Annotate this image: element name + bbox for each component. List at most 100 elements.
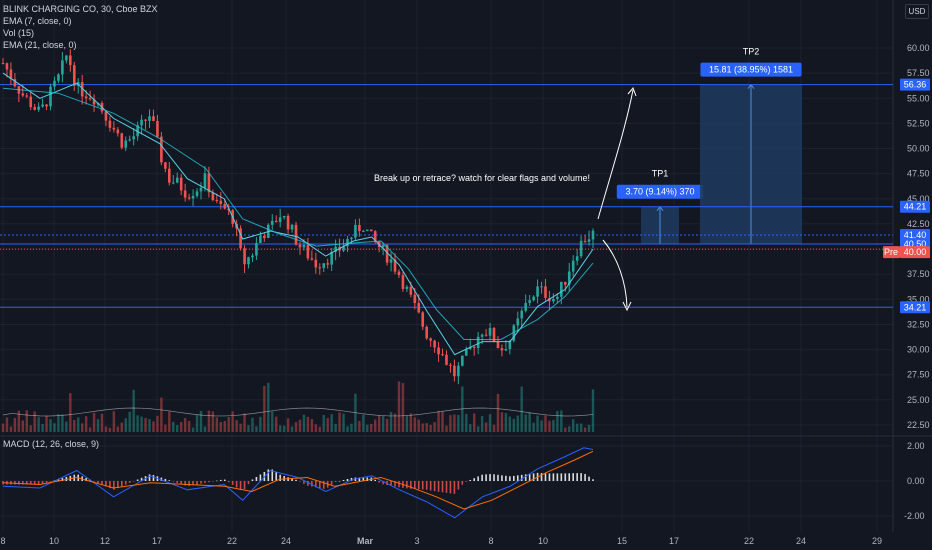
histogram-bar xyxy=(540,473,543,481)
candle-body xyxy=(556,296,559,299)
candle-body xyxy=(251,255,254,258)
histogram-bar xyxy=(560,473,563,481)
chart-grid xyxy=(0,0,932,532)
price-tick-label: 35.00 xyxy=(907,294,930,304)
volume-bar xyxy=(41,423,44,432)
price-tick-label: 50.00 xyxy=(907,144,930,154)
volume-bar xyxy=(223,420,226,432)
volume-bar xyxy=(362,414,365,432)
histogram-bar xyxy=(117,481,119,488)
candle-body xyxy=(579,240,583,257)
histogram-bar xyxy=(85,478,87,481)
price-tick-label: 47.50 xyxy=(907,169,930,179)
volume-bar xyxy=(116,426,120,432)
histogram-bar xyxy=(524,474,527,481)
volume-bar xyxy=(104,426,108,432)
candle-body xyxy=(219,200,223,205)
histogram-bar xyxy=(33,481,36,485)
candle-body xyxy=(393,259,397,272)
histogram-bar xyxy=(465,481,468,482)
candle-body xyxy=(528,300,531,303)
histogram-bar xyxy=(461,481,464,485)
volume-bar xyxy=(227,417,230,432)
histogram-bar xyxy=(417,481,420,490)
histogram-bar xyxy=(509,476,511,481)
candle-body xyxy=(298,244,302,248)
down-arrow xyxy=(602,239,628,308)
candle-body xyxy=(334,246,337,252)
volume-bar xyxy=(278,425,282,432)
volume-bar xyxy=(65,421,68,432)
macd-legend: MACD (12, 26, close, 9) xyxy=(3,439,100,449)
candle-body xyxy=(516,318,520,326)
candle-body xyxy=(433,340,436,348)
histogram-bar xyxy=(239,481,242,491)
histogram-bar xyxy=(200,481,202,484)
candle-body xyxy=(453,365,456,377)
histogram-bar xyxy=(580,473,582,481)
volume-bar xyxy=(512,418,516,432)
histogram-bar xyxy=(489,474,491,481)
time-tick-label: 24 xyxy=(796,536,806,546)
candle-body xyxy=(461,355,464,366)
histogram-bar xyxy=(14,481,16,485)
volume-bar xyxy=(84,416,88,432)
candle-body xyxy=(1,63,5,65)
histogram-bar xyxy=(176,481,179,483)
candle-body xyxy=(575,256,579,261)
histogram-bar xyxy=(113,481,115,490)
histogram-bar xyxy=(588,476,590,481)
volume-bar xyxy=(579,423,583,432)
histogram-bar xyxy=(136,479,139,481)
histogram-bar xyxy=(271,469,274,481)
currency-button[interactable]: USD xyxy=(905,4,929,19)
histogram-bar xyxy=(192,481,194,486)
candle-body xyxy=(203,173,207,188)
volume-bar xyxy=(587,424,591,432)
price-tick-label: 22.50 xyxy=(907,420,930,430)
volume-bar xyxy=(298,419,302,432)
volume-bar xyxy=(370,423,373,432)
candle-body xyxy=(365,229,369,231)
volume-bar xyxy=(219,421,222,432)
candle-body xyxy=(171,182,175,184)
level-badge xyxy=(900,301,930,314)
volume-bar xyxy=(100,413,104,432)
candle-body xyxy=(492,328,496,342)
histogram-bar xyxy=(315,481,317,488)
macd-pane xyxy=(2,447,594,519)
time-tick-label: 22 xyxy=(744,536,754,546)
histogram-bar xyxy=(528,473,531,481)
candle-body xyxy=(429,338,432,341)
candle-body xyxy=(512,325,516,341)
volume-bar xyxy=(572,419,575,432)
volume-bar xyxy=(397,381,401,432)
volume-bar xyxy=(80,423,84,432)
candle-body xyxy=(500,348,504,351)
candle-body xyxy=(322,263,326,268)
histogram-bar xyxy=(425,481,428,490)
ema21-legend: EMA (21, close, 0) xyxy=(3,40,77,50)
histogram-bar xyxy=(481,474,483,481)
volume-bar xyxy=(437,410,440,432)
volume-bar xyxy=(374,419,377,432)
volume-bar xyxy=(334,423,337,432)
candle-body xyxy=(563,281,567,285)
volume-bar xyxy=(148,418,151,432)
volume-bars xyxy=(1,381,595,432)
histogram-bar xyxy=(255,476,258,481)
candle-body xyxy=(5,63,9,70)
candle-body xyxy=(326,263,329,265)
volume-bar xyxy=(381,416,385,432)
histogram-bar xyxy=(497,474,499,481)
volume-bar xyxy=(568,426,571,432)
volume-bar xyxy=(441,411,444,432)
volume-bar xyxy=(207,410,211,432)
candle-body xyxy=(116,129,120,134)
candle-body xyxy=(520,310,524,319)
histogram-bar xyxy=(172,481,175,482)
price-tick-label: 32.50 xyxy=(907,319,930,329)
candle-body xyxy=(591,230,595,240)
volume-bar xyxy=(508,416,512,432)
